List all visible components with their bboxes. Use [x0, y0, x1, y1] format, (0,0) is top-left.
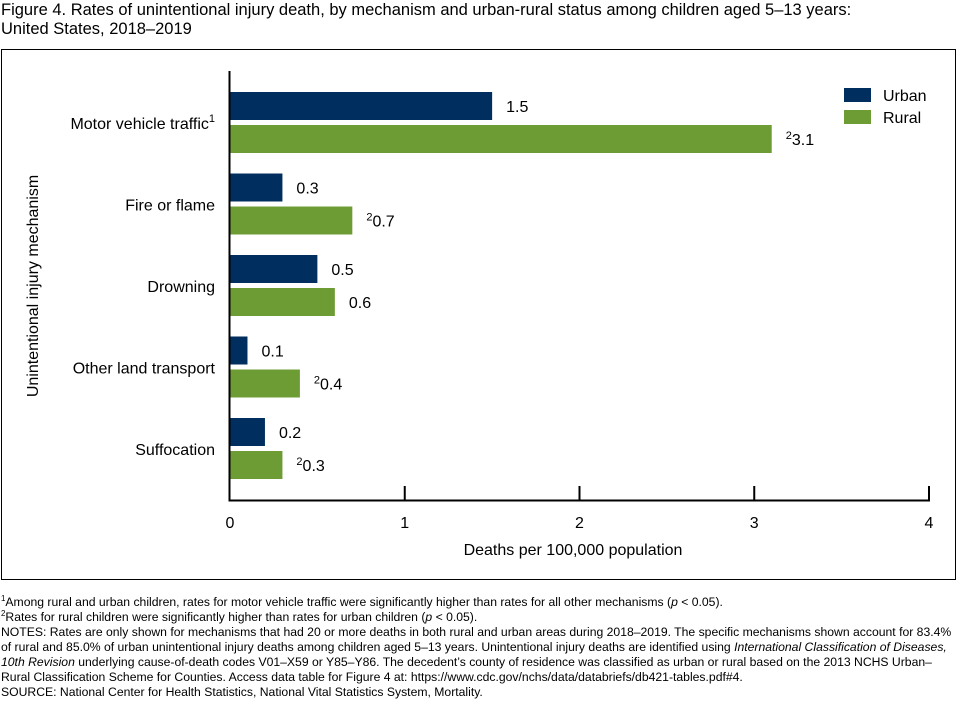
footnote-2-p: p: [425, 610, 433, 624]
x-tick-label-2: 2: [575, 515, 584, 532]
x-tick-label-4: 4: [925, 515, 934, 532]
bar-rural-suffocation: [230, 451, 283, 479]
x-ticks-group: 0 1 2 3 4: [226, 486, 934, 532]
notes: NOTES: Rates are only shown for mechanis…: [1, 625, 959, 685]
value-label-rural-suffocation: 20.3: [296, 456, 324, 475]
bar-chart: 1.523.10.320.70.50.60.120.40.220.3 Motor…: [25, 71, 934, 559]
bar-urban-other-land-transport: [230, 336, 248, 365]
footnote-1: 1Among rural and urban children, rates f…: [1, 593, 959, 610]
value-labels-group: 1.523.10.320.70.50.60.120.40.220.3: [261, 99, 814, 475]
footnote-1-text-end: < 0.05).: [677, 595, 723, 609]
chart-frame: [1, 49, 956, 580]
value-label-urban-drowning: 0.5: [331, 262, 353, 279]
y-axis-title: Unintentional injury mechanism: [25, 175, 42, 397]
value-label-urban-fire-or-flame: 0.3: [296, 181, 318, 198]
x-tick-label-3: 3: [750, 515, 759, 532]
bar-urban-motor-vehicle-traffic: [230, 92, 493, 120]
figure-title-line2: United States, 2018–2019: [1, 20, 192, 38]
notes-text-end: underlying cause-of-death codes V01–X59 …: [1, 655, 932, 684]
category-footnote-mark: 1: [209, 113, 215, 125]
bar-rural-fire-or-flame: [230, 206, 353, 235]
x-tick-label-1: 1: [400, 515, 409, 532]
value-label-urban-other-land-transport: 0.1: [261, 344, 283, 361]
footnote-2-mark: 2: [1, 608, 6, 618]
x-axis-title: Deaths per 100,000 population: [464, 542, 683, 559]
bar-urban-suffocation: [230, 418, 265, 446]
category-label-fire-or-flame: Fire or flame: [125, 198, 215, 215]
footnote-2-text: Rates for rural children were significan…: [5, 610, 426, 624]
source: SOURCE: National Center for Health Stati…: [1, 685, 483, 699]
legend-swatch-urban: [844, 88, 871, 102]
category-labels-group: Motor vehicle traffic1 Fire or flame Drown…: [70, 113, 215, 459]
value-text: 0.7: [372, 214, 394, 231]
value-label-urban-suffocation: 0.2: [279, 425, 301, 442]
category-label-suffocation: Suffocation: [135, 442, 215, 459]
bar-urban-drowning: [230, 255, 318, 283]
legend-swatch-rural: [844, 110, 871, 124]
bar-rural-drowning: [230, 288, 335, 316]
value-label-rural-other-land-transport: 20.4: [314, 375, 342, 394]
footnotes: 1Among rural and urban children, rates f…: [1, 593, 959, 700]
footnote-2: 2Rates for rural children were significa…: [1, 608, 959, 625]
footnote-1-p: p: [671, 595, 678, 609]
value-label-rural-drowning: 0.6: [349, 295, 371, 312]
bar-urban-fire-or-flame: [230, 173, 283, 202]
footnote-1-text: Among rural and urban children, rates fo…: [5, 595, 672, 609]
value-footnote-mark: 2: [314, 375, 320, 387]
value-text: 0.3: [303, 458, 325, 475]
footnote-1-mark: 1: [1, 593, 6, 603]
value-label-rural-motor-vehicle-traffic: 23.1: [786, 130, 814, 149]
footnote-2-text-end: < 0.05).: [432, 610, 478, 624]
bar-rural-other-land-transport: [230, 369, 300, 398]
category-label-drowning: Drowning: [147, 279, 215, 296]
notes-text: NOTES: Rates are only shown for mechanis…: [1, 625, 952, 654]
category-label-other-land-transport: Other land transport: [73, 361, 216, 378]
figure-title-line1: Figure 4. Rates of unintentional injury …: [1, 1, 852, 19]
figure-title: Figure 4. Rates of unintentional injury …: [1, 1, 959, 39]
category-label-motor-vehicle-traffic: Motor vehicle traffic1: [70, 113, 215, 133]
value-label-urban-motor-vehicle-traffic: 1.5: [506, 99, 528, 116]
x-tick-label-0: 0: [226, 515, 235, 532]
value-text: 0.4: [320, 377, 342, 394]
value-footnote-mark: 2: [296, 456, 302, 468]
value-footnote-mark: 2: [786, 130, 792, 142]
notes-icd-title: International Classification of Diseases…: [1, 640, 947, 669]
value-footnote-mark: 2: [366, 212, 372, 224]
bars-group: [230, 92, 772, 479]
bar-rural-motor-vehicle-traffic: [230, 125, 772, 153]
legend-label-rural: Rural: [883, 110, 921, 127]
value-label-rural-fire-or-flame: 20.7: [366, 212, 394, 231]
value-text: 3.1: [792, 132, 814, 149]
legend: Urban Rural: [844, 88, 927, 127]
legend-label-urban: Urban: [883, 88, 927, 105]
